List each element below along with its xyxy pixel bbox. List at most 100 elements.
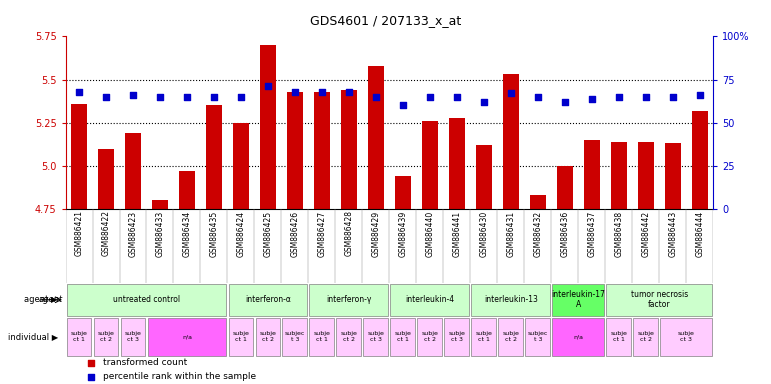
Text: subje
ct 1: subje ct 1 xyxy=(395,331,411,342)
Bar xyxy=(611,142,627,209)
Bar xyxy=(444,318,470,356)
Bar xyxy=(363,318,389,356)
Bar xyxy=(228,283,308,316)
Text: GSM886440: GSM886440 xyxy=(426,210,434,257)
Bar xyxy=(206,106,222,209)
Text: transformed count: transformed count xyxy=(103,358,187,367)
Point xyxy=(558,99,571,105)
Bar xyxy=(228,318,254,356)
Bar xyxy=(260,45,276,209)
Point xyxy=(73,89,86,95)
Bar xyxy=(336,318,362,356)
Point xyxy=(397,103,409,109)
Bar xyxy=(665,143,681,209)
Text: GSM886430: GSM886430 xyxy=(480,210,488,257)
Text: GSM886443: GSM886443 xyxy=(668,210,677,257)
Text: GSM886433: GSM886433 xyxy=(156,210,164,257)
Text: subje
ct 3: subje ct 3 xyxy=(678,331,695,342)
Point xyxy=(586,96,598,102)
Point xyxy=(100,94,113,100)
Point xyxy=(235,94,247,100)
Bar xyxy=(147,318,227,356)
Bar xyxy=(120,318,146,356)
Bar xyxy=(66,283,227,316)
Text: tumor necrosis
factor: tumor necrosis factor xyxy=(631,290,688,310)
Text: subjec
t 3: subjec t 3 xyxy=(527,331,548,342)
Text: subje
ct 1: subje ct 1 xyxy=(71,331,87,342)
Bar xyxy=(498,318,524,356)
Text: n/a: n/a xyxy=(574,334,583,339)
Bar xyxy=(552,283,604,316)
Bar xyxy=(692,111,708,209)
Point xyxy=(424,94,436,100)
Text: interferon-α: interferon-α xyxy=(245,295,291,304)
Bar xyxy=(471,283,550,316)
Point xyxy=(343,89,355,95)
Bar xyxy=(530,195,546,209)
Bar xyxy=(282,318,308,356)
Bar xyxy=(287,92,303,209)
Bar xyxy=(422,121,438,209)
Text: subje
ct 1: subje ct 1 xyxy=(476,331,492,342)
Point xyxy=(694,92,706,98)
Bar xyxy=(552,318,604,356)
Bar xyxy=(233,123,249,209)
Bar xyxy=(390,318,416,356)
Bar xyxy=(638,142,654,209)
Bar xyxy=(368,66,384,209)
Bar xyxy=(584,140,600,209)
Text: untreated control: untreated control xyxy=(113,295,180,304)
Text: interleukin-13: interleukin-13 xyxy=(484,295,537,304)
Text: subjec
t 3: subjec t 3 xyxy=(284,331,305,342)
Bar xyxy=(449,118,465,209)
Point xyxy=(127,92,140,98)
Text: GSM886431: GSM886431 xyxy=(507,210,515,257)
Bar xyxy=(93,318,119,356)
Text: GSM886434: GSM886434 xyxy=(183,210,191,257)
Text: subje
ct 2: subje ct 2 xyxy=(503,331,519,342)
Bar xyxy=(606,283,712,316)
Text: GSM886429: GSM886429 xyxy=(372,210,380,257)
Bar xyxy=(309,318,335,356)
Bar xyxy=(471,318,497,356)
Text: GSM886437: GSM886437 xyxy=(588,210,596,257)
Point xyxy=(154,94,167,100)
Bar xyxy=(476,145,492,209)
Point xyxy=(618,206,631,212)
Bar xyxy=(309,283,389,316)
Bar xyxy=(255,318,281,356)
Bar xyxy=(633,318,658,356)
Text: interleukin-4: interleukin-4 xyxy=(406,295,454,304)
Point xyxy=(370,94,382,100)
Text: GSM886432: GSM886432 xyxy=(534,210,542,257)
Text: subje
ct 3: subje ct 3 xyxy=(449,331,465,342)
Bar xyxy=(395,176,411,209)
Text: subje
ct 1: subje ct 1 xyxy=(233,331,249,342)
Text: GSM886424: GSM886424 xyxy=(237,210,245,257)
Text: subje
ct 3: subje ct 3 xyxy=(368,331,384,342)
Text: individual ▶: individual ▶ xyxy=(8,332,58,341)
Bar xyxy=(98,149,114,209)
Text: GSM886444: GSM886444 xyxy=(695,210,704,257)
Text: subje
ct 2: subje ct 2 xyxy=(638,331,654,342)
Text: subje
ct 1: subje ct 1 xyxy=(611,331,627,342)
Point xyxy=(316,89,328,95)
Bar xyxy=(71,104,87,209)
Text: GSM886441: GSM886441 xyxy=(453,210,461,257)
Bar xyxy=(66,318,92,356)
Bar xyxy=(314,92,330,209)
Point xyxy=(532,94,544,100)
Text: agent: agent xyxy=(39,295,62,304)
Text: GSM886421: GSM886421 xyxy=(75,210,83,257)
Bar xyxy=(179,171,195,209)
Point xyxy=(640,94,652,100)
Point xyxy=(613,94,625,100)
Point xyxy=(180,94,193,100)
Text: GSM886435: GSM886435 xyxy=(210,210,218,257)
Point xyxy=(478,99,490,105)
Point xyxy=(618,333,631,339)
Text: GDS4601 / 207133_x_at: GDS4601 / 207133_x_at xyxy=(310,14,461,27)
Text: subje
ct 2: subje ct 2 xyxy=(260,331,276,342)
Text: interleukin-17
A: interleukin-17 A xyxy=(551,290,605,310)
Text: subje
ct 2: subje ct 2 xyxy=(98,331,114,342)
